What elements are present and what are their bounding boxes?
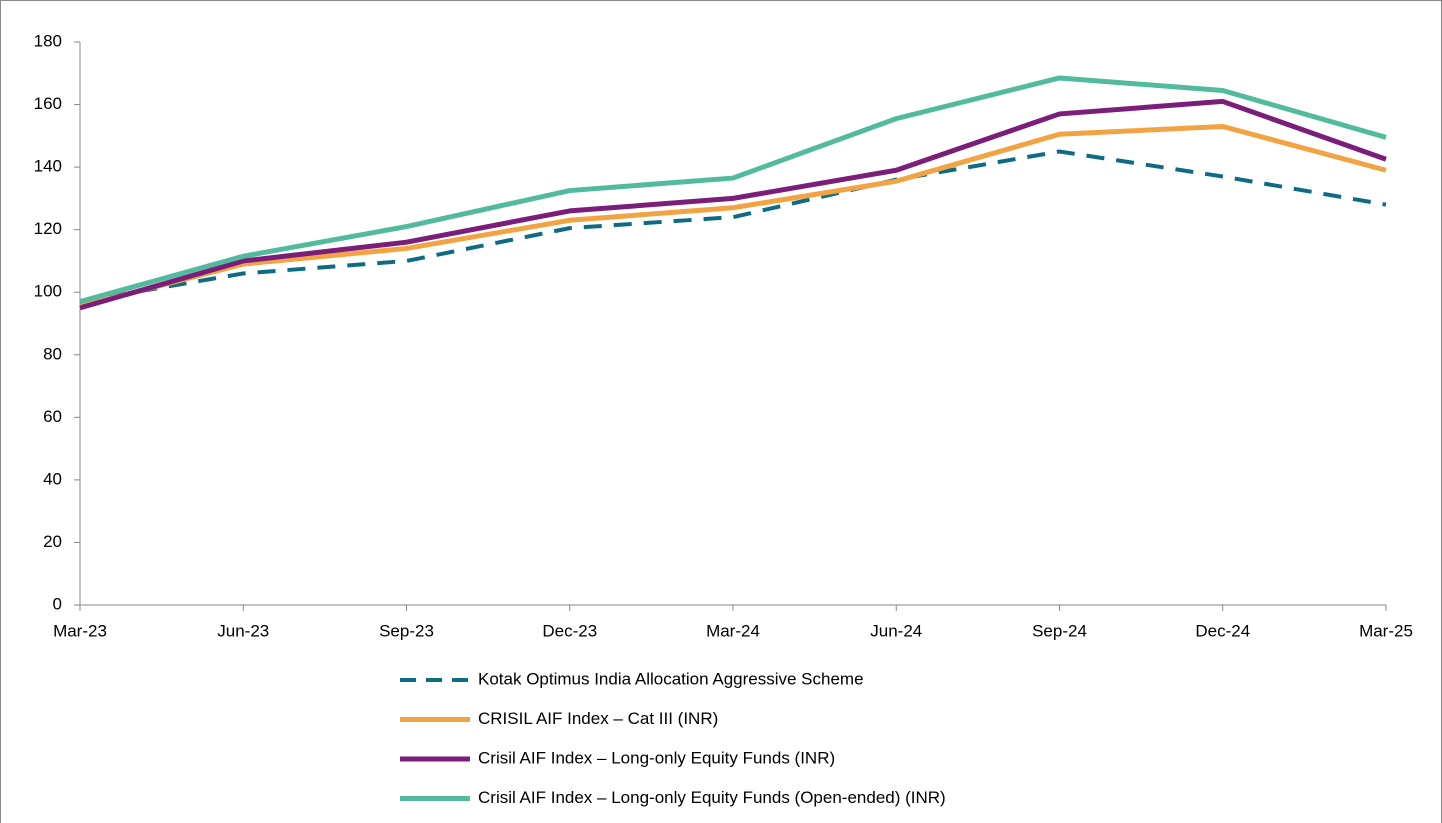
legend-label: CRISIL AIF Index – Cat III (INR): [478, 709, 718, 728]
x-tick-label: Jun-24: [870, 621, 922, 640]
series-line: [79, 123, 1387, 309]
y-tick-label: 140: [34, 157, 62, 176]
y-tick-label: 180: [34, 31, 62, 50]
x-tick-label: Sep-23: [379, 621, 434, 640]
x-tick-label: Mar-24: [706, 621, 760, 640]
legend-label: Crisil AIF Index – Long-only Equity Fund…: [478, 788, 946, 807]
x-tick-label: Mar-23: [53, 621, 107, 640]
series-line: [79, 149, 1387, 304]
y-tick-label: 60: [43, 407, 62, 426]
x-tick-label: Dec-23: [542, 621, 597, 640]
y-tick-label: 20: [43, 532, 62, 551]
series-line: [79, 75, 1387, 305]
y-tick-label: 120: [34, 219, 62, 238]
x-tick-label: Mar-25: [1359, 621, 1413, 640]
y-tick-label: 100: [34, 282, 62, 301]
x-tick-label: Dec-24: [1195, 621, 1250, 640]
y-tick-label: 160: [34, 94, 62, 113]
x-tick-label: Sep-24: [1032, 621, 1087, 640]
legend-label: Crisil AIF Index – Long-only Equity Fund…: [478, 748, 835, 767]
x-tick-label: Jun-23: [217, 621, 269, 640]
legend-label: Kotak Optimus India Allocation Aggressiv…: [478, 669, 864, 688]
y-tick-label: 80: [43, 344, 62, 363]
y-tick-label: 40: [43, 469, 62, 488]
series-line: [79, 98, 1387, 311]
y-tick-label: 0: [53, 594, 62, 613]
